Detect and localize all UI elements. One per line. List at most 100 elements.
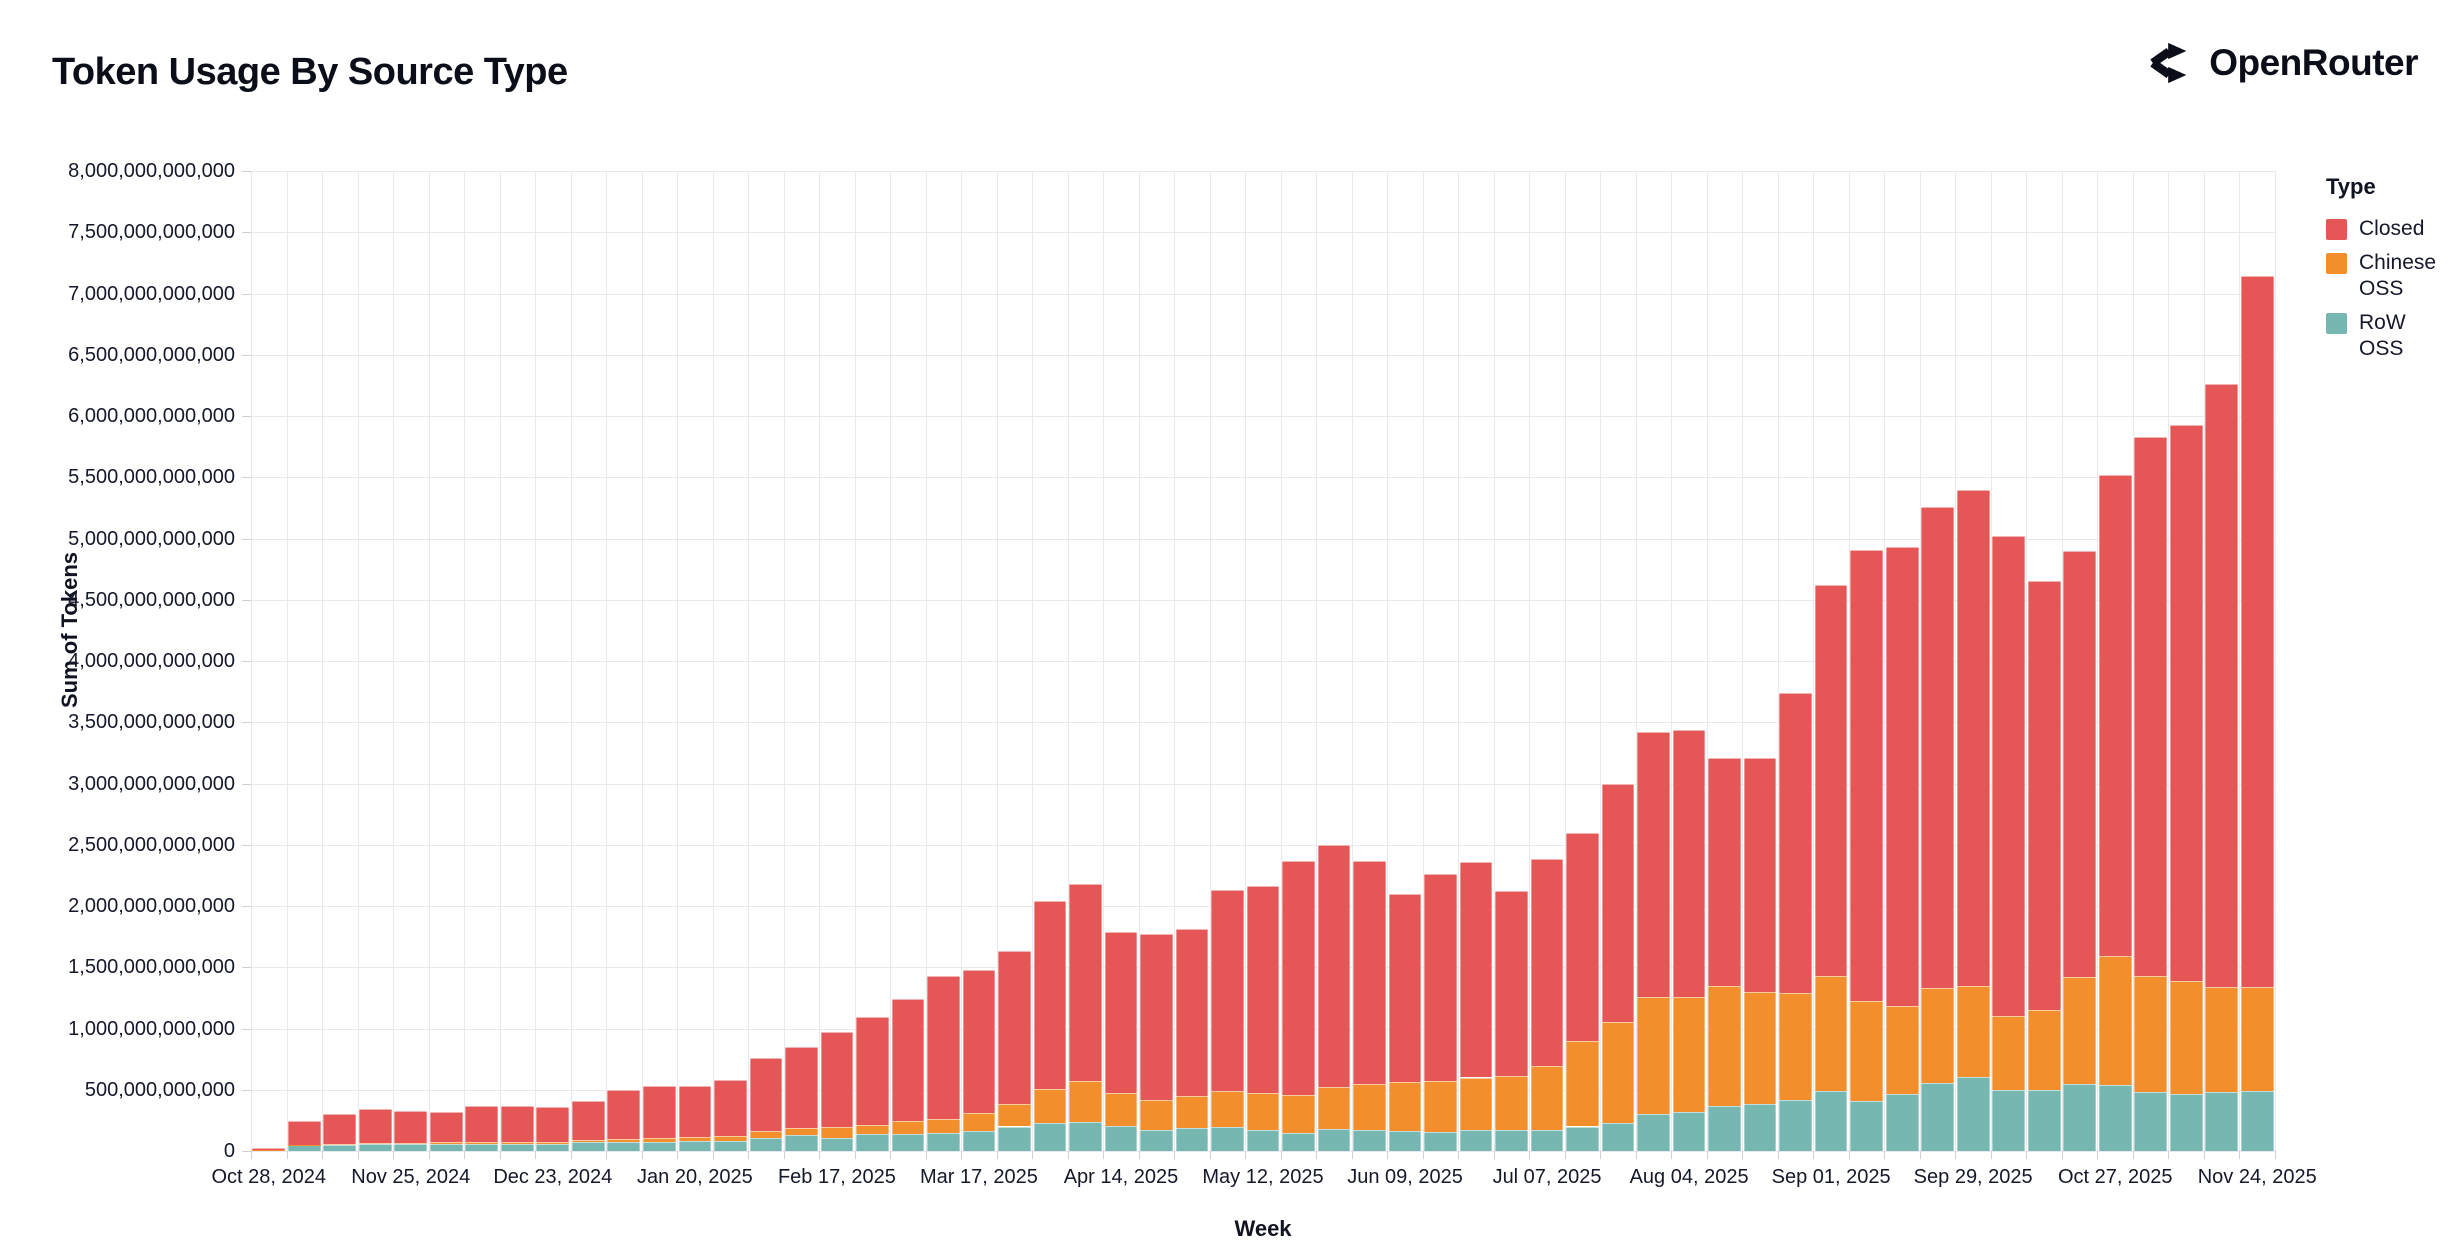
bar-segment-chinese-oss[interactable] bbox=[1956, 986, 1990, 1077]
bar-segment-closed[interactable] bbox=[1140, 934, 1173, 1101]
bar-segment-closed[interactable] bbox=[1388, 893, 1422, 1083]
bar-segment-chinese-oss[interactable] bbox=[1282, 1095, 1315, 1133]
bar-segment-chinese-oss[interactable] bbox=[1601, 1022, 1635, 1124]
bar-segment-chinese-oss[interactable] bbox=[962, 1113, 996, 1131]
bar-segment-closed[interactable] bbox=[1850, 549, 1883, 1001]
bar-segment-chinese-oss[interactable] bbox=[1424, 1080, 1457, 1132]
bar-segment-chinese-oss[interactable] bbox=[1779, 992, 1812, 1100]
bar-segment-row-oss[interactable] bbox=[856, 1134, 889, 1151]
bar-segment-closed[interactable] bbox=[1814, 585, 1848, 976]
bar-segment-closed[interactable] bbox=[1637, 732, 1670, 998]
bar-segment-chinese-oss[interactable] bbox=[287, 1144, 321, 1146]
bar-segment-row-oss[interactable] bbox=[2240, 1090, 2274, 1151]
bar-segment-row-oss[interactable] bbox=[1317, 1128, 1351, 1151]
bar-segment-row-oss[interactable] bbox=[785, 1135, 818, 1151]
bar-segment-chinese-oss[interactable] bbox=[785, 1127, 818, 1136]
bar-segment-row-oss[interactable] bbox=[607, 1141, 641, 1151]
bar-segment-chinese-oss[interactable] bbox=[891, 1120, 925, 1134]
bar-segment-row-oss[interactable] bbox=[500, 1143, 534, 1151]
bar-segment-chinese-oss[interactable] bbox=[820, 1127, 854, 1138]
bar-segment-row-oss[interactable] bbox=[891, 1133, 925, 1151]
bar-segment-row-oss[interactable] bbox=[1885, 1094, 1919, 1151]
bar-segment-closed[interactable] bbox=[571, 1100, 605, 1141]
bar-segment-closed[interactable] bbox=[1885, 547, 1919, 1006]
bar-segment-closed[interactable] bbox=[2027, 581, 2061, 1011]
bar-segment-chinese-oss[interactable] bbox=[1814, 975, 1848, 1091]
bar-segment-closed[interactable] bbox=[785, 1046, 818, 1128]
bar-segment-row-oss[interactable] bbox=[1282, 1132, 1315, 1151]
bar-segment-chinese-oss[interactable] bbox=[2240, 987, 2274, 1091]
bar-segment-row-oss[interactable] bbox=[571, 1142, 605, 1151]
bar-segment-chinese-oss[interactable] bbox=[2027, 1010, 2061, 1091]
bar-segment-closed[interactable] bbox=[536, 1106, 570, 1142]
bar-segment-row-oss[interactable] bbox=[1956, 1076, 1990, 1151]
bar-segment-row-oss[interactable] bbox=[465, 1143, 499, 1151]
bar-segment-row-oss[interactable] bbox=[1175, 1127, 1209, 1151]
bar-segment-chinese-oss[interactable] bbox=[2098, 956, 2132, 1086]
bar-segment-chinese-oss[interactable] bbox=[1495, 1075, 1528, 1131]
bar-segment-closed[interactable] bbox=[678, 1086, 712, 1137]
bar-segment-closed[interactable] bbox=[1530, 859, 1564, 1067]
bar-segment-closed[interactable] bbox=[394, 1110, 428, 1144]
bar-segment-row-oss[interactable] bbox=[1069, 1121, 1102, 1151]
bar-segment-row-oss[interactable] bbox=[323, 1144, 357, 1151]
bar-segment-row-oss[interactable] bbox=[1601, 1123, 1635, 1151]
bar-segment-row-oss[interactable] bbox=[998, 1126, 1031, 1151]
bar-segment-closed[interactable] bbox=[962, 969, 996, 1113]
bar-segment-chinese-oss[interactable] bbox=[571, 1140, 605, 1143]
bar-segment-chinese-oss[interactable] bbox=[678, 1136, 712, 1142]
bar-segment-chinese-oss[interactable] bbox=[1353, 1083, 1386, 1131]
bar-segment-chinese-oss[interactable] bbox=[358, 1143, 392, 1145]
bar-segment-closed[interactable] bbox=[2098, 474, 2132, 957]
bar-segment-closed[interactable] bbox=[1566, 832, 1599, 1042]
bar-segment-chinese-oss[interactable] bbox=[998, 1104, 1031, 1127]
bar-segment-closed[interactable] bbox=[2240, 276, 2274, 988]
bar-segment-row-oss[interactable] bbox=[2063, 1084, 2097, 1151]
bar-segment-closed[interactable] bbox=[856, 1016, 889, 1125]
bar-segment-closed[interactable] bbox=[927, 975, 960, 1120]
bar-segment-closed[interactable] bbox=[1921, 506, 1954, 989]
bar-segment-chinese-oss[interactable] bbox=[429, 1142, 463, 1144]
bar-segment-row-oss[interactable] bbox=[678, 1141, 712, 1151]
bar-segment-row-oss[interactable] bbox=[1211, 1127, 1244, 1151]
bar-segment-closed[interactable] bbox=[500, 1105, 534, 1142]
bar-segment-closed[interactable] bbox=[2205, 384, 2239, 988]
bar-segment-row-oss[interactable] bbox=[1246, 1130, 1280, 1151]
bar-segment-row-oss[interactable] bbox=[1921, 1083, 1954, 1151]
bar-segment-row-oss[interactable] bbox=[1459, 1130, 1493, 1151]
bar-segment-row-oss[interactable] bbox=[287, 1145, 321, 1151]
bar-segment-closed[interactable] bbox=[1708, 757, 1741, 986]
bar-segment-closed[interactable] bbox=[1282, 860, 1315, 1096]
bar-segment-row-oss[interactable] bbox=[1388, 1131, 1422, 1151]
bar-segment-closed[interactable] bbox=[1459, 861, 1493, 1078]
bar-segment-closed[interactable] bbox=[1672, 729, 1706, 997]
legend-item-closed[interactable]: Closed bbox=[2326, 216, 2452, 242]
bar-segment-closed[interactable] bbox=[1104, 931, 1138, 1093]
bar-segment-row-oss[interactable] bbox=[1566, 1126, 1599, 1151]
legend-item-chinese-oss[interactable]: Chinese OSS bbox=[2326, 250, 2452, 302]
bar-segment-row-oss[interactable] bbox=[1814, 1090, 1848, 1151]
bar-segment-closed[interactable] bbox=[358, 1109, 392, 1144]
bar-segment-closed[interactable] bbox=[1956, 489, 1990, 987]
bar-segment-closed[interactable] bbox=[891, 999, 925, 1121]
bar-segment-closed[interactable] bbox=[820, 1032, 854, 1128]
bar-segment-row-oss[interactable] bbox=[1140, 1130, 1173, 1151]
bar-segment-closed[interactable] bbox=[429, 1112, 463, 1143]
bar-segment-row-oss[interactable] bbox=[1637, 1114, 1670, 1151]
bar-segment-row-oss[interactable] bbox=[2098, 1085, 2132, 1151]
bar-segment-chinese-oss[interactable] bbox=[1850, 1000, 1883, 1102]
bar-segment-closed[interactable] bbox=[1601, 783, 1635, 1023]
bar-segment-row-oss[interactable] bbox=[358, 1144, 392, 1151]
bar-segment-row-oss[interactable] bbox=[1992, 1090, 2026, 1151]
bar-segment-closed[interactable] bbox=[749, 1057, 783, 1131]
bar-segment-chinese-oss[interactable] bbox=[1992, 1015, 2026, 1091]
bar-segment-row-oss[interactable] bbox=[2169, 1094, 2203, 1151]
bar-segment-chinese-oss[interactable] bbox=[1637, 997, 1670, 1115]
bar-segment-row-oss[interactable] bbox=[642, 1141, 676, 1151]
bar-segment-chinese-oss[interactable] bbox=[2134, 976, 2168, 1093]
bar-segment-closed[interactable] bbox=[998, 951, 1031, 1105]
bar-segment-row-oss[interactable] bbox=[962, 1130, 996, 1151]
bar-segment-row-oss[interactable] bbox=[1779, 1099, 1812, 1151]
bar-segment-chinese-oss[interactable] bbox=[1175, 1096, 1209, 1128]
bar-segment-row-oss[interactable] bbox=[1353, 1130, 1386, 1151]
